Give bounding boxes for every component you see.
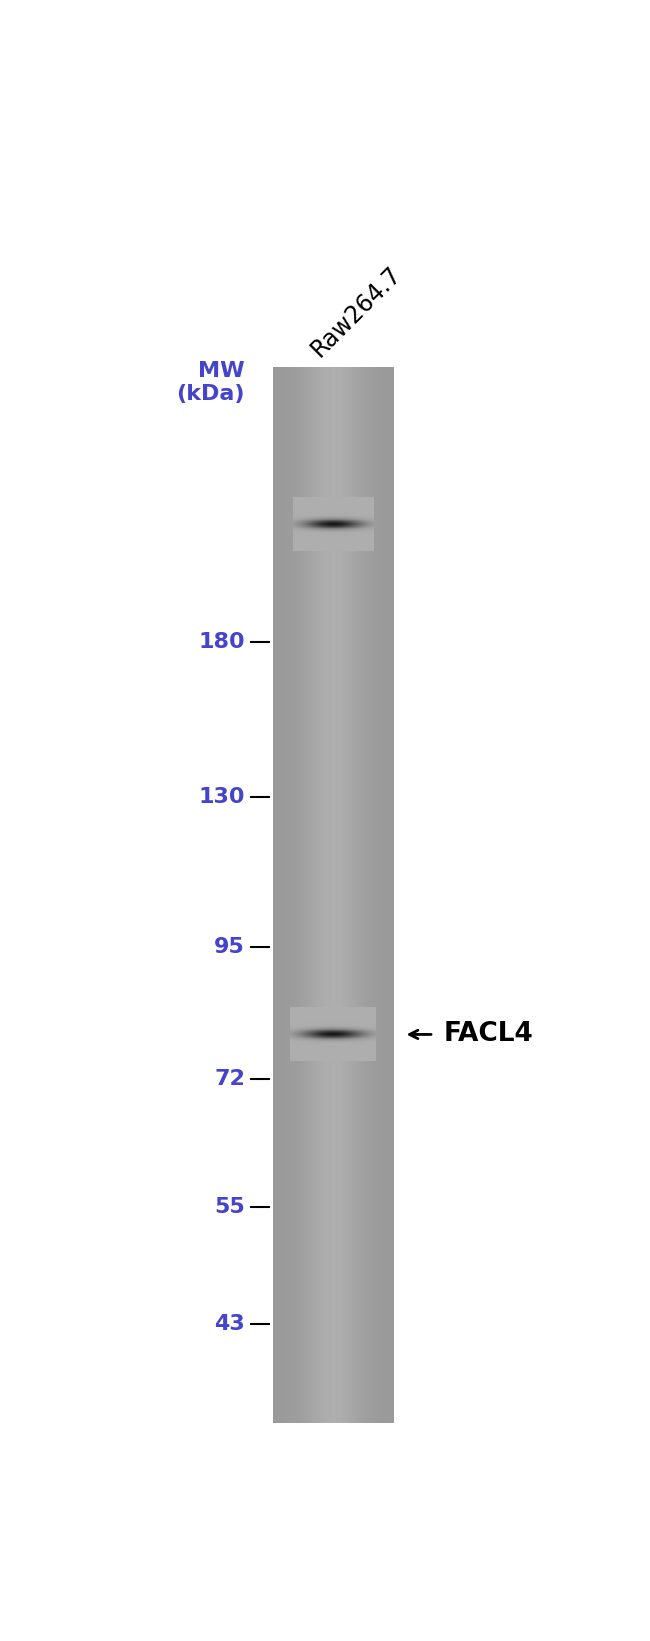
Text: FACL4: FACL4 [444,1021,534,1047]
Text: 43: 43 [214,1314,245,1334]
Text: MW
(kDa): MW (kDa) [176,361,245,404]
Text: 72: 72 [214,1068,245,1088]
Text: 130: 130 [198,788,245,807]
Text: 95: 95 [214,937,245,957]
Text: Raw264.7: Raw264.7 [306,261,406,361]
Text: 180: 180 [198,632,245,651]
Text: 55: 55 [214,1196,245,1218]
